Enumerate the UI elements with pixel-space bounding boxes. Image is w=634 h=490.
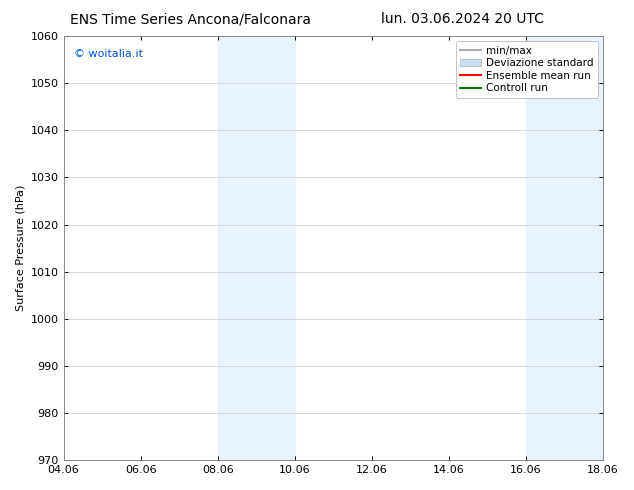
Text: lun. 03.06.2024 20 UTC: lun. 03.06.2024 20 UTC	[382, 12, 544, 26]
Legend: min/max, Deviazione standard, Ensemble mean run, Controll run: min/max, Deviazione standard, Ensemble m…	[456, 41, 598, 98]
Text: ENS Time Series Ancona/Falconara: ENS Time Series Ancona/Falconara	[70, 12, 311, 26]
Text: © woitalia.it: © woitalia.it	[74, 49, 143, 59]
Bar	[217, 36, 295, 460]
Bar	[526, 36, 603, 460]
Y-axis label: Surface Pressure (hPa): Surface Pressure (hPa)	[15, 185, 25, 311]
